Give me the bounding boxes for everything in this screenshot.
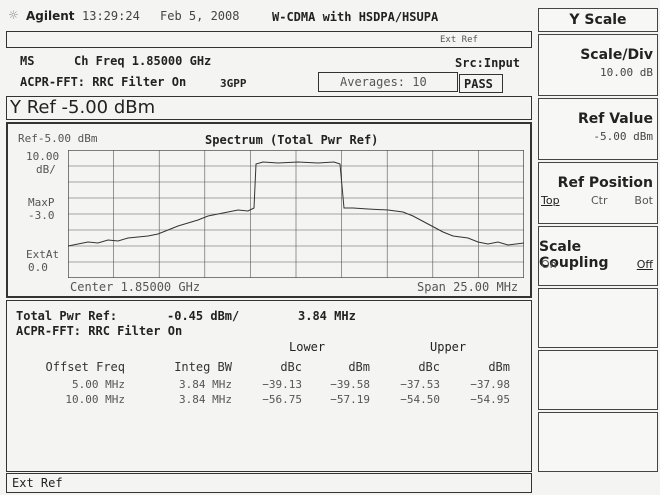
center: Center 1.85000 GHz [70,280,201,294]
detector: MaxP [28,196,55,209]
results-filter: ACPR-FFT: RRC Filter On [16,324,183,338]
scale-unit: dB/ [36,163,56,176]
table-cell: 5.00 MHz [72,378,125,391]
key-value: 10.00 dB [600,66,653,79]
pass-box [459,74,503,93]
column-header: Offset Freq [45,360,125,374]
group-header: Upper [430,340,467,354]
source: Src:Input [455,56,521,70]
key-label: Scale/Div [580,47,653,63]
key-option: Off [636,258,653,271]
softkey[interactable]: Scale Coupling On Off [538,226,658,286]
ch-freq: Ch Freq 1.85000 GHz [74,54,212,68]
logo-star: ☼ [8,8,19,22]
ref-label: Ref-5.00 dBm [18,132,98,145]
time: 13:29:24 [82,9,140,23]
span: Span 25.00 MHz [417,280,519,294]
key-label: Scale Coupling [539,239,609,271]
column-header: dBc [418,360,440,374]
ext-att: ExtAt [26,248,60,261]
table-cell: −54.50 [400,393,440,406]
group-header: Lower [289,340,326,354]
ext-att-value: 0.0 [28,261,48,274]
softkey[interactable]: Ref Value -5.00 dBm [538,98,658,160]
graph-frame [6,122,532,298]
key-option: On [541,258,557,271]
averages: Averages: 10 [340,75,427,89]
meas-mode: MS [20,54,35,68]
trace [68,161,524,247]
key-label: Ref Value [577,111,653,127]
filter: ACPR-FFT: RRC Filter On [20,75,187,89]
column-header: dBm [488,360,510,374]
table-cell: −39.58 [330,378,370,391]
softkey[interactable] [538,350,658,410]
scale: 10.00 [26,150,60,163]
total-label: Total Pwr Ref: [16,309,118,323]
spectrum-plot [68,150,524,278]
date: Feb 5, 2008 [160,9,240,23]
status: Ext Ref [440,35,478,45]
table-cell: −56.75 [262,393,302,406]
softkey[interactable] [538,412,658,472]
footer: Ext Ref [12,476,63,490]
table-cell: 3.84 MHz [179,393,232,406]
column-header: dBm [348,360,370,374]
key-option: Ctr [591,194,608,207]
graph-title: Spectrum (Total Pwr Ref) [205,133,379,147]
key-option: Top [541,194,560,207]
table-cell: 3.84 MHz [179,378,232,391]
softkey[interactable]: Scale/Div 10.00 dB [538,34,658,96]
table-cell: −37.98 [470,378,510,391]
table-cell: 10.00 MHz [65,393,125,406]
table-cell: −37.53 [400,378,440,391]
averages-box [318,72,458,92]
table-cell: −39.13 [262,378,302,391]
key-option: Bot [634,194,653,207]
mode: W-CDMA with HSDPA/HSUPA [272,10,439,24]
status-bar [6,31,532,48]
softkey[interactable] [538,288,658,348]
key-label: Ref Position [557,175,653,191]
key-value: -5.00 dBm [593,130,653,143]
footer-bar [6,473,532,493]
table-cell: −54.95 [470,393,510,406]
column-header: dBc [280,360,302,374]
total-value: -0.45 dBm/ [167,309,240,323]
menu-title-box: Y Scale [538,8,658,32]
y-ref: Y Ref -5.00 dBm [10,97,156,118]
yref-bar [6,96,532,120]
total-bw: 3.84 MHz [298,309,356,323]
results-frame [6,300,532,472]
standard: 3GPP [220,77,247,90]
detector-value: -3.0 [28,209,55,222]
column-header: Integ BW [174,360,232,374]
pass: PASS [464,77,493,91]
softkey[interactable]: Ref Position Top Ctr Bot [538,162,658,224]
table-cell: −57.19 [330,393,370,406]
logo: Agilent [26,9,75,23]
menu-title: Y Scale [569,12,627,28]
